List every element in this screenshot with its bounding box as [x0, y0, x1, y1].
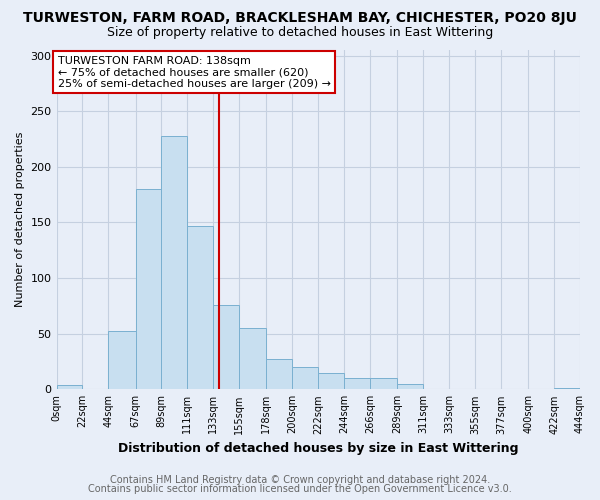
Bar [554, 388, 580, 390]
Text: Contains public sector information licensed under the Open Government Licence v3: Contains public sector information licen… [88, 484, 512, 494]
Bar [370, 378, 397, 390]
Bar [161, 136, 187, 390]
Text: TURWESTON FARM ROAD: 138sqm
← 75% of detached houses are smaller (620)
25% of se: TURWESTON FARM ROAD: 138sqm ← 75% of det… [58, 56, 331, 89]
Bar [56, 385, 82, 390]
X-axis label: Distribution of detached houses by size in East Wittering: Distribution of detached houses by size … [118, 442, 518, 455]
Bar [136, 189, 161, 390]
Bar [187, 226, 214, 390]
Y-axis label: Number of detached properties: Number of detached properties [15, 132, 25, 308]
Text: Contains HM Land Registry data © Crown copyright and database right 2024.: Contains HM Land Registry data © Crown c… [110, 475, 490, 485]
Bar [344, 378, 370, 390]
Bar [109, 332, 136, 390]
Text: TURWESTON, FARM ROAD, BRACKLESHAM BAY, CHICHESTER, PO20 8JU: TURWESTON, FARM ROAD, BRACKLESHAM BAY, C… [23, 11, 577, 25]
Bar [214, 305, 239, 390]
Bar [292, 367, 318, 390]
Bar [239, 328, 266, 390]
Bar [397, 384, 423, 390]
Bar [266, 360, 292, 390]
Bar [318, 372, 344, 390]
Text: Size of property relative to detached houses in East Wittering: Size of property relative to detached ho… [107, 26, 493, 39]
